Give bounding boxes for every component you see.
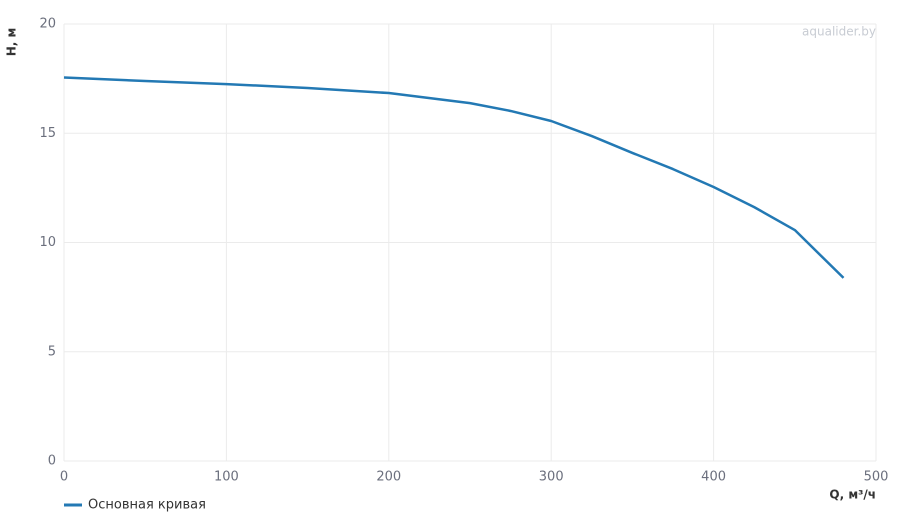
x-tick-label: 300 xyxy=(539,470,564,485)
watermark: aqualider.by xyxy=(802,25,876,39)
legend-label: Основная кривая xyxy=(88,498,206,513)
x-tick-label: 400 xyxy=(701,470,726,485)
x-tick-label: 0 xyxy=(60,470,68,485)
x-axis-title: Q, м³/ч xyxy=(829,488,876,502)
y-axis-title: H, м xyxy=(5,28,19,57)
y-tick-label: 10 xyxy=(39,235,56,250)
x-tick-label: 100 xyxy=(214,470,239,485)
x-tick-label: 500 xyxy=(864,470,889,485)
y-tick-label: 5 xyxy=(48,344,56,359)
y-tick-label: 0 xyxy=(48,454,56,469)
y-tick-label: 20 xyxy=(39,17,56,32)
data-line xyxy=(63,76,845,279)
y-tick-label: 15 xyxy=(39,126,56,141)
x-tick-label: 200 xyxy=(376,470,401,485)
